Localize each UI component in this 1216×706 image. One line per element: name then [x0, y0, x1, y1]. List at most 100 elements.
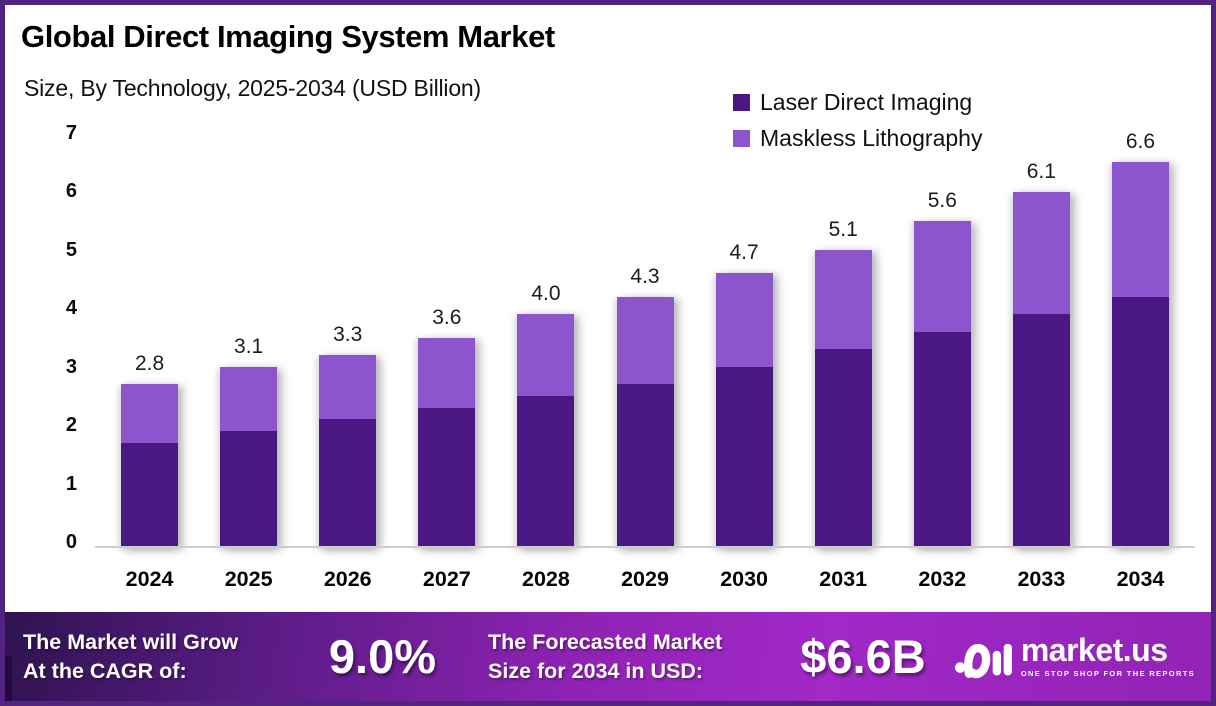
bar-segment-laser-direct-imaging [616, 384, 674, 548]
y-axis: 0 1 2 3 4 5 6 7 [33, 5, 77, 605]
bar-segment-maskless-lithography [814, 250, 872, 350]
bar-stack [616, 296, 674, 548]
bar-stack [913, 220, 971, 548]
bar-segment-laser-direct-imaging [418, 407, 476, 548]
bar-stack [319, 355, 377, 548]
bar-segment-laser-direct-imaging [121, 442, 179, 548]
bar-segment-maskless-lithography [220, 366, 278, 432]
bar-column-2029: 4.3 [595, 135, 694, 548]
bar-segment-maskless-lithography [715, 273, 773, 367]
bar-stack [517, 314, 575, 548]
x-axis-label: 2029 [621, 567, 669, 591]
forecast-caption: The Forecasted Market Size for 2034 in U… [488, 628, 788, 685]
bar-segment-maskless-lithography [1111, 162, 1169, 297]
bar-total-label: 3.3 [333, 323, 363, 347]
x-axis-label: 2031 [819, 567, 868, 591]
y-axis-tick: 5 [65, 238, 77, 261]
bar-column-2027: 3.6 [397, 135, 496, 548]
x-axis-label: 2034 [1116, 567, 1165, 591]
x-axis-label: 2030 [720, 567, 769, 591]
bar-stack [715, 273, 773, 548]
x-axis-label: 2033 [1017, 567, 1066, 591]
bar-segment-maskless-lithography [418, 337, 476, 408]
bar-total-label: 5.6 [927, 188, 957, 212]
legend-item-maskless-lithography: Maskless Lithography [733, 125, 982, 152]
bar-total-label: 4.0 [531, 282, 561, 306]
y-axis-tick: 1 [65, 472, 77, 495]
bar-stack [121, 384, 179, 548]
marketus-logo: market.us ONE STOP SHOP FOR THE REPORTS [954, 631, 1195, 683]
bar-total-label: 4.3 [630, 264, 660, 288]
legend-label: Maskless Lithography [760, 125, 983, 151]
bar-column-2030: 4.7 [695, 135, 794, 548]
bar-segment-laser-direct-imaging [1012, 314, 1070, 548]
bar-column-2024: 2.8 [100, 135, 199, 548]
legend-swatch-maskless-lithography-icon [733, 130, 750, 147]
bar-segment-maskless-lithography [616, 296, 674, 385]
y-axis-tick: 0 [65, 531, 77, 553]
bar-column-2034: 6.6 [1091, 131, 1190, 548]
y-axis-tick: 3 [65, 355, 77, 378]
bar-stack [1111, 162, 1169, 548]
page-title: Global Direct Imaging System Market [21, 19, 555, 54]
marketus-logo-icon [954, 643, 1012, 678]
forecast-caption-line1: The Forecasted Market [488, 630, 723, 655]
bar-stack [814, 250, 872, 548]
bar-segment-laser-direct-imaging [319, 419, 377, 548]
bar-total-label: 6.1 [1026, 159, 1056, 183]
bar-segment-laser-direct-imaging [220, 431, 278, 548]
cagr-caption-line2: At the CAGR of: [23, 658, 187, 683]
x-axis-label: 2024 [125, 567, 174, 591]
y-axis-tick: 7 [65, 121, 77, 144]
forecast-caption-line2: Size for 2034 in USD: [488, 658, 704, 683]
x-axis-label: 2026 [323, 567, 372, 591]
bar-total-label: 3.6 [432, 305, 462, 329]
cagr-caption-line1: The Market will Grow [23, 630, 239, 655]
bar-stack [418, 337, 476, 548]
y-axis-tick: 4 [65, 297, 77, 320]
bar-segment-laser-direct-imaging [814, 349, 872, 548]
bar-segment-laser-direct-imaging [715, 366, 773, 548]
x-axis-label: 2027 [422, 567, 471, 591]
x-axis-label: 2028 [522, 567, 570, 591]
bar-column-2031: 5.1 [794, 135, 893, 548]
chart-subtitle: Size, By Technology, 2025-2034 (USD Bill… [24, 75, 481, 101]
plot-area: 2.8 3.1 3.3 3.6 4.0 4.3 4.7 5.1 5.6 6.1 6.6 [100, 131, 1190, 548]
bar-segment-laser-direct-imaging [913, 331, 971, 548]
bar-column-2032: 5.6 [893, 135, 992, 548]
cagr-caption: The Market will Grow At the CAGR of: [23, 628, 295, 685]
legend-swatch-laser-direct-imaging-icon [733, 94, 750, 111]
bar-column-2028: 4.0 [496, 135, 595, 548]
bar-column-2026: 3.3 [298, 135, 397, 548]
legend-item-laser-direct-imaging: Laser Direct Imaging [733, 89, 982, 116]
bar-total-label: 5.1 [828, 218, 858, 242]
bar-stack [220, 366, 278, 548]
chart-legend: Laser Direct Imaging Maskless Lithograph… [733, 89, 982, 152]
bar-segment-maskless-lithography [1012, 191, 1070, 315]
bar-segment-maskless-lithography [121, 384, 179, 443]
bar-total-label: 2.8 [134, 352, 165, 376]
logo-brand: market.us [1020, 631, 1168, 668]
forecast-value: $6.6B [800, 630, 926, 683]
bar-column-2033: 6.1 [992, 135, 1091, 548]
bar-column-2025: 3.1 [199, 135, 298, 548]
banner-left-fold [5, 656, 12, 701]
bar-segment-maskless-lithography [319, 355, 377, 420]
logo-tagline: ONE STOP SHOP FOR THE REPORTS [1020, 669, 1195, 679]
y-axis-tick: 2 [65, 414, 77, 437]
cagr-value: 9.0% [328, 630, 437, 683]
x-axis-labels: 2024 2025 2026 2027 2028 2029 2030 2031 2032 2033… [100, 567, 1190, 592]
bar-segment-laser-direct-imaging [517, 396, 575, 548]
bar-total-label: 3.1 [234, 334, 264, 358]
legend-label: Laser Direct Imaging [760, 89, 973, 115]
bar-segment-laser-direct-imaging [1111, 296, 1169, 548]
y-axis-tick: 6 [65, 180, 77, 203]
logo-text: market.us ONE STOP SHOP FOR THE REPORTS [1020, 631, 1195, 679]
bottom-banner: The Market will Grow At the CAGR of: 9.0… [5, 612, 1211, 701]
bar-segment-maskless-lithography [517, 314, 575, 397]
x-axis-label: 2025 [224, 567, 273, 591]
bar-total-label: 4.7 [729, 241, 759, 265]
x-axis-label: 2032 [918, 567, 967, 591]
bar-total-label: 6.6 [1125, 130, 1156, 154]
